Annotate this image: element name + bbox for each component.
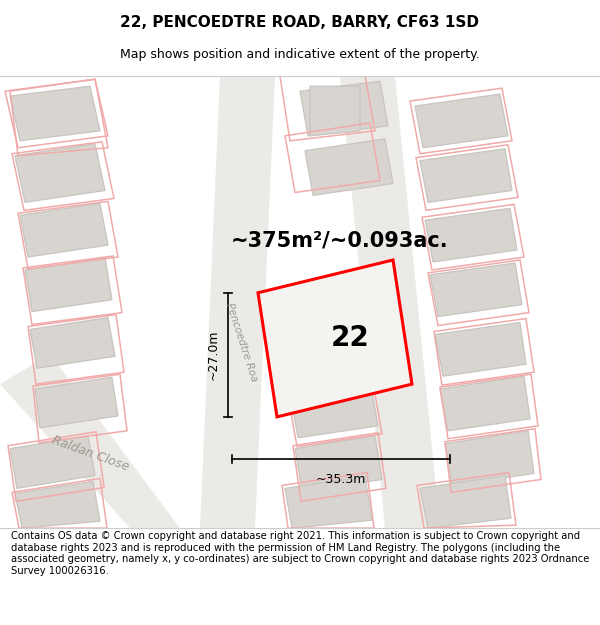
Polygon shape (258, 260, 412, 417)
Polygon shape (285, 476, 372, 528)
Text: ~35.3m: ~35.3m (316, 472, 366, 486)
Polygon shape (430, 263, 522, 317)
Polygon shape (305, 139, 393, 196)
Polygon shape (295, 436, 382, 491)
Polygon shape (35, 377, 118, 428)
Text: Map shows position and indicative extent of the property.: Map shows position and indicative extent… (120, 48, 480, 61)
Polygon shape (425, 208, 517, 262)
Polygon shape (300, 81, 388, 136)
Text: 22, PENCOEDTRE ROAD, BARRY, CF63 1SD: 22, PENCOEDTRE ROAD, BARRY, CF63 1SD (121, 16, 479, 31)
Polygon shape (435, 322, 526, 376)
Polygon shape (200, 76, 275, 528)
Polygon shape (420, 149, 512, 202)
Polygon shape (20, 203, 108, 257)
Polygon shape (0, 354, 180, 528)
Polygon shape (25, 258, 112, 312)
Polygon shape (10, 86, 100, 141)
Polygon shape (15, 144, 105, 202)
Text: Raldan Close: Raldan Close (50, 434, 130, 474)
Text: Contains OS data © Crown copyright and database right 2021. This information is : Contains OS data © Crown copyright and d… (11, 531, 589, 576)
Polygon shape (30, 318, 115, 368)
Text: 22: 22 (331, 324, 370, 352)
Polygon shape (415, 94, 508, 148)
Polygon shape (445, 431, 534, 486)
Polygon shape (310, 86, 360, 136)
Polygon shape (340, 76, 440, 528)
Polygon shape (10, 436, 95, 488)
Text: Pencoedtre Roa: Pencoedtre Roa (224, 302, 259, 383)
Polygon shape (420, 476, 511, 528)
Polygon shape (15, 481, 100, 528)
Polygon shape (440, 376, 530, 431)
Text: ~27.0m: ~27.0m (207, 329, 220, 380)
Polygon shape (290, 382, 378, 438)
Text: ~375m²/~0.093ac.: ~375m²/~0.093ac. (231, 230, 449, 250)
